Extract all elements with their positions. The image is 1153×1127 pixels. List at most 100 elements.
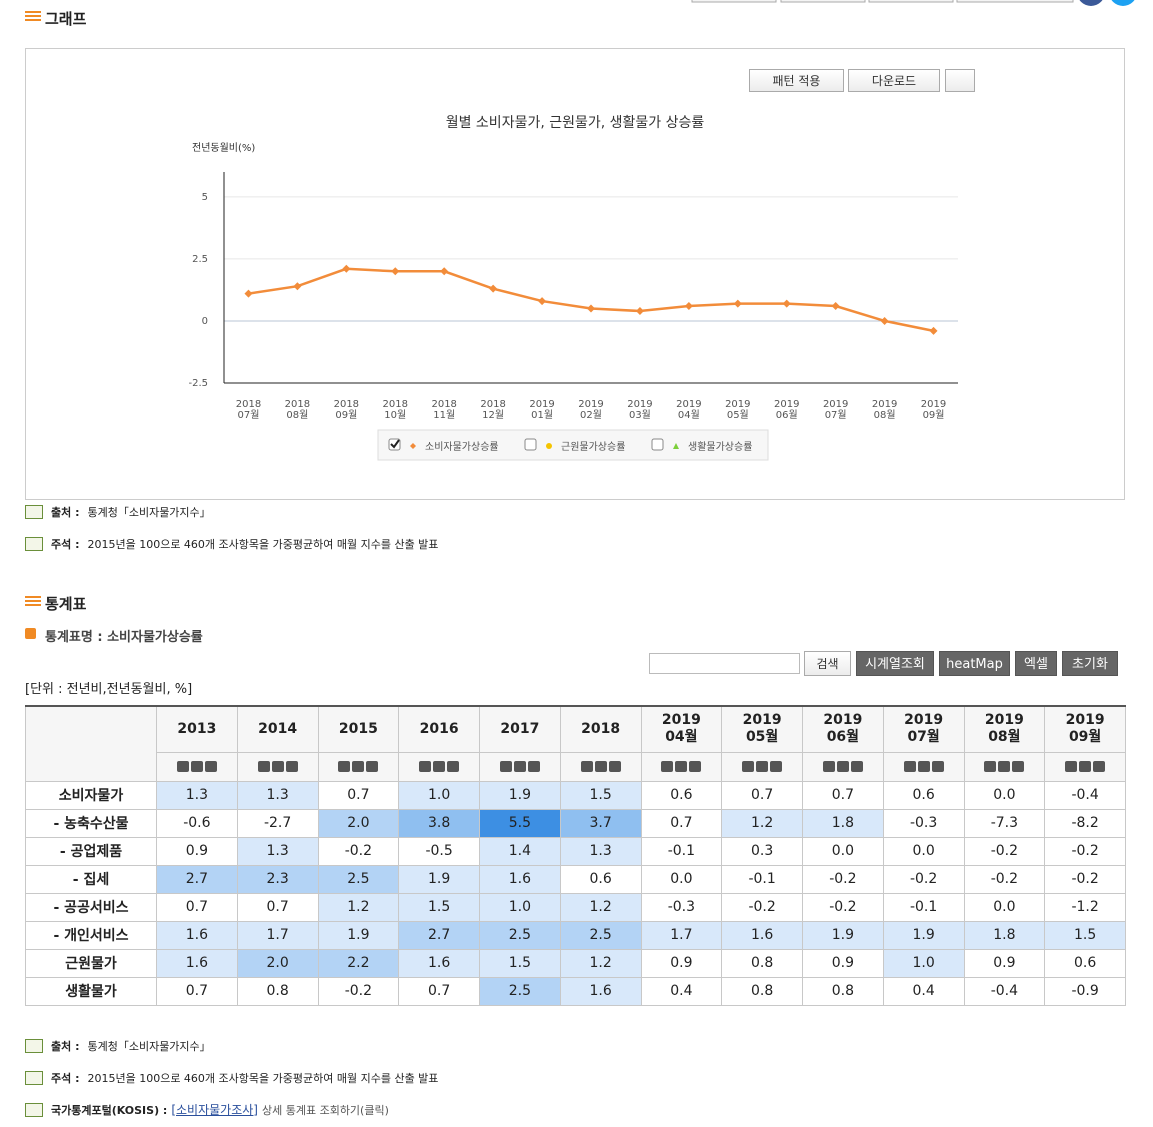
- data-cell: 0.9: [156, 836, 238, 866]
- data-cell: 0.6: [882, 780, 965, 810]
- sort-icon[interactable]: [338, 761, 351, 772]
- sort-icon[interactable]: [917, 761, 930, 772]
- section-title: 통계표: [45, 595, 87, 613]
- footnote-text: 2015년을 100으로 460개 조사항목을 가중평균하여 매월 지수를 산출…: [87, 538, 439, 551]
- data-cell: 0.9: [640, 948, 723, 978]
- cut-button[interactable]: [780, 0, 866, 3]
- sort-icon[interactable]: [419, 761, 432, 772]
- table-button[interactable]: 검색: [804, 651, 851, 676]
- fullscreen-button[interactable]: [945, 69, 975, 92]
- footnote-icon: [25, 537, 43, 551]
- sort-icon[interactable]: [580, 761, 593, 772]
- data-row: 소비자물가 1.3 1.3 0.7 1.0 1.9 1.5 0.6 0.7 0.7 0.6 0.0 -0…: [25, 780, 1126, 810]
- sort-icon[interactable]: [285, 761, 298, 772]
- sort-icon[interactable]: [352, 761, 365, 772]
- x-tick-label: 2019: [578, 399, 603, 410]
- data-cell: 0.9: [802, 948, 884, 978]
- sort-icon[interactable]: [257, 761, 270, 772]
- y-tick-label: 0: [202, 316, 208, 327]
- data-cell: 1.5: [479, 948, 561, 978]
- table-button[interactable]: heatMap: [939, 651, 1010, 676]
- data-cell: 2.0: [317, 808, 400, 838]
- table-name-icon: [25, 628, 36, 639]
- data-cell: 3.7: [559, 808, 642, 838]
- sort-icon[interactable]: [527, 761, 540, 772]
- download-button[interactable]: 다운로드: [848, 69, 940, 92]
- cut-button[interactable]: [691, 0, 777, 3]
- cut-button[interactable]: [956, 0, 1074, 3]
- table-button[interactable]: 시계열조회: [856, 651, 934, 676]
- data-cell: -0.4: [963, 976, 1046, 1006]
- data-cell: -0.2: [963, 836, 1046, 866]
- sort-icon[interactable]: [903, 761, 916, 772]
- search-input[interactable]: [649, 653, 800, 674]
- sort-icon[interactable]: [836, 761, 849, 772]
- sort-icon[interactable]: [433, 761, 446, 772]
- data-cell: 2.7: [156, 864, 238, 894]
- sort-icon[interactable]: [594, 761, 607, 772]
- sort-icon[interactable]: [608, 761, 621, 772]
- column-header: 2018: [559, 705, 642, 753]
- sort-icon[interactable]: [1093, 761, 1106, 772]
- table-button[interactable]: 엑셀: [1015, 651, 1057, 676]
- sort-icon[interactable]: [190, 761, 203, 772]
- sort-cell: [317, 751, 400, 782]
- sort-icon[interactable]: [931, 761, 944, 772]
- data-cell: -2.7: [236, 808, 319, 838]
- row-header: - 집세: [25, 864, 157, 894]
- sort-cell: [479, 751, 561, 782]
- column-header-line: 2019: [661, 712, 701, 729]
- data-cell: 0.0: [963, 892, 1046, 922]
- column-header-line: 08월: [988, 729, 1021, 746]
- share-icon[interactable]: [1077, 0, 1105, 6]
- sort-icon[interactable]: [1012, 761, 1025, 772]
- data-cell: 0.6: [559, 864, 642, 894]
- sort-icon[interactable]: [176, 761, 189, 772]
- sort-icon[interactable]: [366, 761, 379, 772]
- share-icon[interactable]: [1109, 0, 1137, 6]
- data-cell: 1.9: [479, 780, 561, 810]
- data-cell: 0.7: [802, 780, 884, 810]
- y-tick-label: 5: [202, 192, 208, 203]
- sort-icon[interactable]: [998, 761, 1011, 772]
- footnote: 출처 : 통계청「소비자물가지수」: [25, 1038, 211, 1054]
- table-button[interactable]: 초기화: [1062, 651, 1118, 676]
- x-tick-label: 2019: [774, 399, 799, 410]
- section-title: 그래프: [45, 10, 87, 28]
- sort-icon[interactable]: [850, 761, 863, 772]
- sort-icon[interactable]: [689, 761, 702, 772]
- x-tick-label: 05월: [727, 409, 749, 421]
- chart: 월별 소비자물가, 근원물가, 생활물가 상승률 전년동월비(%) -2.502…: [188, 115, 958, 461]
- data-cell: 1.3: [236, 780, 319, 810]
- sort-icon[interactable]: [1079, 761, 1092, 772]
- sort-icon[interactable]: [661, 761, 674, 772]
- data-cell: 1.6: [398, 948, 480, 978]
- sort-icon[interactable]: [499, 761, 512, 772]
- sort-icon[interactable]: [756, 761, 769, 772]
- sort-icon[interactable]: [770, 761, 783, 772]
- data-cell: 0.6: [640, 780, 723, 810]
- sort-cell: [721, 751, 803, 782]
- cut-button[interactable]: [868, 0, 954, 3]
- kosis-text: 상세 통계표 조회하기(클릭): [261, 1103, 389, 1117]
- data-cell: 0.7: [156, 976, 238, 1006]
- sort-icon[interactable]: [822, 761, 835, 772]
- sort-icon[interactable]: [447, 761, 460, 772]
- sort-icon[interactable]: [513, 761, 526, 772]
- sort-icon[interactable]: [675, 761, 688, 772]
- sort-icon[interactable]: [984, 761, 997, 772]
- sort-icon[interactable]: [271, 761, 284, 772]
- kosis-label: 국가통계포털(KOSIS) :: [51, 1103, 168, 1117]
- kosis-line: 국가통계포털(KOSIS) : [소비자물가조사] 상세 통계표 조회하기(클릭): [25, 1101, 389, 1118]
- data-cell: 0.7: [156, 892, 238, 922]
- sort-icon[interactable]: [742, 761, 755, 772]
- x-tick-label: 12월: [482, 409, 504, 421]
- kosis-link[interactable]: [소비자물가조사]: [171, 1103, 258, 1117]
- pattern-button[interactable]: 패턴 적용: [749, 69, 844, 92]
- footnote-icon: [25, 1102, 43, 1117]
- legend-box: [377, 429, 769, 461]
- sort-icon[interactable]: [1065, 761, 1078, 772]
- data-row: - 공업제품 0.9 1.3 -0.2 -0.5 1.4 1.3 -0.1 0.3 0.0 0.0-…: [25, 836, 1126, 866]
- sort-icon[interactable]: [204, 761, 217, 772]
- x-tick-label: 01월: [531, 409, 553, 421]
